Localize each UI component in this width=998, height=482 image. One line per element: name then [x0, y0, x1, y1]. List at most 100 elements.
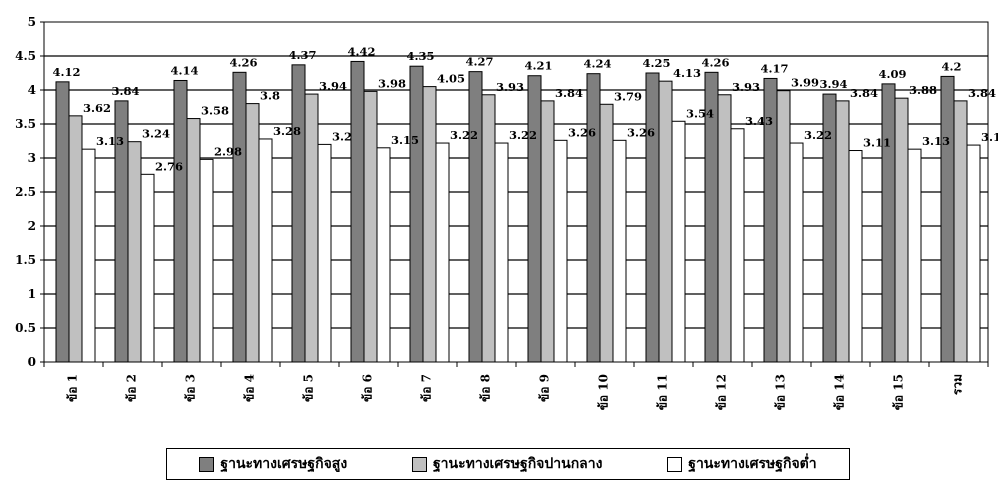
- bar: [835, 100, 850, 363]
- bar: [258, 138, 273, 363]
- data-label: 4.17: [760, 61, 788, 75]
- bar: [363, 90, 378, 363]
- bar: [494, 142, 509, 363]
- data-label: 3.28: [273, 124, 301, 138]
- bar: [481, 94, 496, 363]
- bar: [232, 71, 247, 363]
- legend-swatch-middle: [411, 456, 427, 472]
- x-category-label: ข้อ 10: [597, 374, 611, 410]
- bar: [127, 141, 142, 363]
- y-tick-label: 1.5: [15, 253, 36, 267]
- data-label: 3.84: [111, 84, 139, 98]
- bar: [553, 139, 568, 363]
- bar: [612, 139, 627, 363]
- y-tick-label: 5: [28, 15, 36, 29]
- y-tick-label: 2: [28, 219, 36, 233]
- data-label: 4.27: [465, 55, 493, 69]
- data-label: 4.25: [642, 56, 670, 70]
- data-label: 3.99: [791, 76, 819, 90]
- x-category-label: รวม: [951, 374, 965, 395]
- legend: ฐานะทางเศรษฐกิจสูง ฐานะทางเศรษฐกิจปานกลา…: [166, 448, 850, 480]
- legend-item-high: ฐานะทางเศรษฐกิจสูง: [199, 453, 347, 475]
- bar: [245, 103, 260, 363]
- bar: [291, 64, 306, 363]
- legend-swatch-high: [199, 456, 215, 472]
- data-label: 3.2: [332, 129, 352, 143]
- legend-item-middle: ฐานะทางเศรษฐกิจปานกลาง: [411, 453, 602, 475]
- bar: [586, 73, 601, 363]
- data-label: 3.84: [555, 86, 583, 100]
- data-label: 3.94: [319, 79, 347, 93]
- bar: [671, 120, 686, 363]
- data-label: 3.13: [922, 134, 950, 148]
- x-category-label: ข้อ 4: [243, 374, 257, 402]
- x-category-label: ข้อ 6: [361, 374, 375, 402]
- data-label: 3.84: [850, 86, 878, 100]
- bar: [953, 100, 968, 363]
- bar: [68, 115, 83, 363]
- data-label: 3.93: [496, 80, 524, 94]
- x-category-label: ข้อ 11: [656, 374, 670, 410]
- x-category-label: ข้อ 7: [420, 374, 434, 402]
- bar: [317, 143, 332, 363]
- data-label: 4.26: [229, 55, 257, 69]
- data-label: 4.21: [524, 59, 552, 73]
- x-category-label: ข้อ 1: [66, 374, 80, 402]
- x-category-label: ข้อ 5: [302, 374, 316, 402]
- data-label: 2.98: [214, 144, 242, 158]
- data-label: 4.05: [437, 72, 465, 86]
- bar: [173, 79, 188, 363]
- bar: [966, 144, 981, 363]
- data-label: 3.22: [450, 128, 478, 142]
- data-label: 3.22: [804, 128, 832, 142]
- data-label: 4.37: [288, 48, 316, 62]
- x-category-label: ข้อ 12: [715, 374, 729, 410]
- x-category-label: ข้อ 15: [892, 374, 906, 410]
- data-label: 4.24: [583, 57, 611, 71]
- data-label: 3.93: [732, 80, 760, 94]
- bar-chart: 00.511.522.533.544.55ข้อ 1 ข้อ 2 ข้อ 3 ข้อ …: [15, 15, 998, 410]
- y-tick-label: 3: [28, 151, 36, 165]
- data-label: 4.14: [170, 63, 198, 77]
- y-tick-label: 0.5: [15, 321, 36, 335]
- bar: [435, 142, 450, 363]
- bar: [350, 60, 365, 363]
- bar: [468, 71, 483, 363]
- bar: [717, 94, 732, 363]
- bars: [55, 60, 981, 363]
- data-label: 3.22: [509, 128, 537, 142]
- x-category-label: ข้อ 8: [479, 374, 493, 402]
- data-label: 4.26: [701, 55, 729, 69]
- data-label: 3.15: [391, 133, 419, 147]
- bar: [894, 97, 909, 363]
- data-labels: 4.12 3.84 4.14 4.26 4.37 4.42 4.35 4.27 4.21 4.24…: [52, 44, 998, 173]
- data-label: 3.94: [819, 77, 847, 91]
- y-tick-label: 0: [28, 355, 36, 369]
- x-category-label: ข้อ 13: [774, 374, 788, 410]
- data-label: 3.84: [968, 86, 996, 100]
- legend-swatch-low: [667, 456, 683, 472]
- data-label: 4.35: [406, 49, 434, 63]
- y-tick-label: 4.5: [15, 49, 36, 63]
- data-label: 4.13: [673, 66, 701, 80]
- y-tick-label: 1: [28, 287, 36, 301]
- bar: [776, 90, 791, 363]
- bar: [55, 81, 70, 363]
- data-label: 4.42: [347, 44, 375, 58]
- bar: [409, 65, 424, 363]
- bar: [81, 148, 96, 363]
- data-label: 2.76: [155, 159, 183, 173]
- x-category-label: ข้อ 14: [833, 374, 847, 410]
- data-label: 3.62: [83, 101, 111, 115]
- data-label: 3.19: [981, 130, 998, 144]
- x-category-label: ข้อ 9: [538, 374, 552, 402]
- data-label: 4.12: [52, 65, 80, 79]
- data-label: 3.8: [260, 89, 280, 103]
- data-label: 3.54: [686, 106, 714, 120]
- bar: [140, 173, 155, 363]
- data-label: 3.26: [627, 125, 655, 139]
- data-label: 3.43: [745, 114, 773, 128]
- bar: [599, 103, 614, 363]
- bar: [730, 128, 745, 363]
- y-tick-label: 3.5: [15, 117, 36, 131]
